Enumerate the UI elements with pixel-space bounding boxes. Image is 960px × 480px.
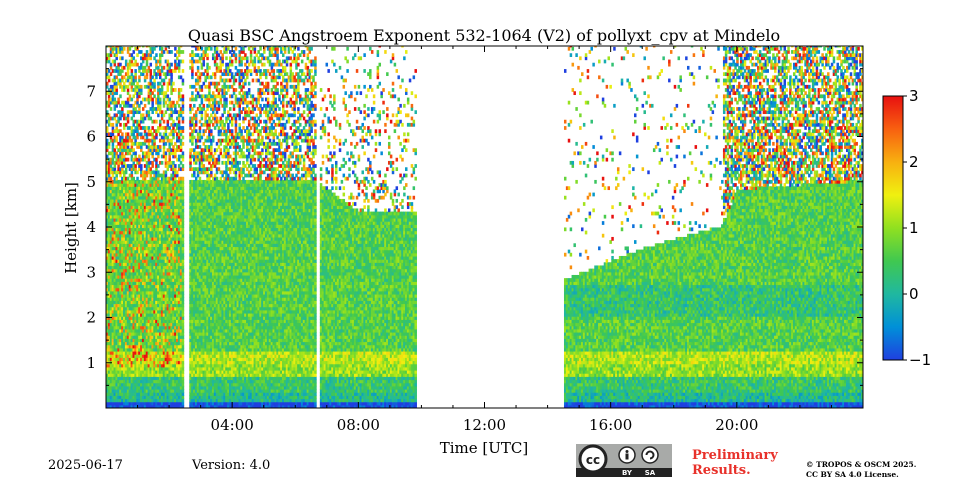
heatmap-cell	[161, 161, 163, 165]
heatmap-cell	[121, 56, 123, 60]
heatmap-cell	[150, 63, 152, 67]
heatmap-cell	[140, 85, 142, 89]
heatmap-cell	[182, 164, 184, 168]
heatmap-cell	[182, 94, 184, 98]
heatmap-cell	[193, 104, 195, 108]
heatmap-cell	[191, 91, 193, 95]
heatmap-cell	[140, 164, 142, 168]
heatmap-cell	[121, 132, 123, 136]
heatmap-cell	[172, 82, 174, 86]
heatmap-cell	[155, 120, 157, 124]
heatmap-cell	[206, 53, 208, 57]
heatmap-cell	[144, 104, 146, 108]
heatmap-cell	[127, 158, 129, 162]
heatmap-cell	[203, 104, 205, 108]
heatmap-cell	[182, 126, 184, 130]
heatmap-cell	[159, 98, 161, 102]
heatmap-area	[106, 44, 865, 409]
heatmap-cell	[182, 117, 184, 121]
heatmap-cell	[170, 63, 172, 67]
heatmap-cell	[131, 69, 133, 73]
heatmap-cell	[182, 50, 184, 54]
heatmap-cell	[155, 53, 157, 57]
heatmap-cell	[180, 88, 182, 92]
heatmap-cell	[197, 66, 199, 70]
heatmap-cell	[159, 145, 161, 149]
heatmap-cell	[134, 151, 136, 155]
chart-title: Quasi BSC Angstroem Exponent 532-1064 (V…	[188, 26, 780, 45]
heatmap-cell	[182, 79, 184, 83]
heatmap-cell	[174, 164, 176, 168]
heatmap-cell	[163, 120, 165, 124]
heatmap-cell	[182, 177, 184, 181]
heatmap-cell	[170, 50, 172, 54]
heatmap-cell	[163, 66, 165, 70]
heatmap-cell	[182, 69, 184, 73]
heatmap-cell	[134, 69, 136, 73]
heatmap-cell	[110, 107, 112, 111]
heatmap-cell	[119, 94, 121, 98]
heatmap-cell	[182, 60, 184, 64]
heatmap-cell	[182, 142, 184, 146]
heatmap-cell	[182, 151, 184, 155]
heatmap-cell	[182, 136, 184, 140]
heatmap-cell	[112, 123, 114, 127]
heatmap-cell	[150, 69, 152, 73]
heatmap-cell	[174, 88, 176, 92]
heatmap-cell	[119, 123, 121, 127]
heatmap-cell	[123, 47, 125, 51]
